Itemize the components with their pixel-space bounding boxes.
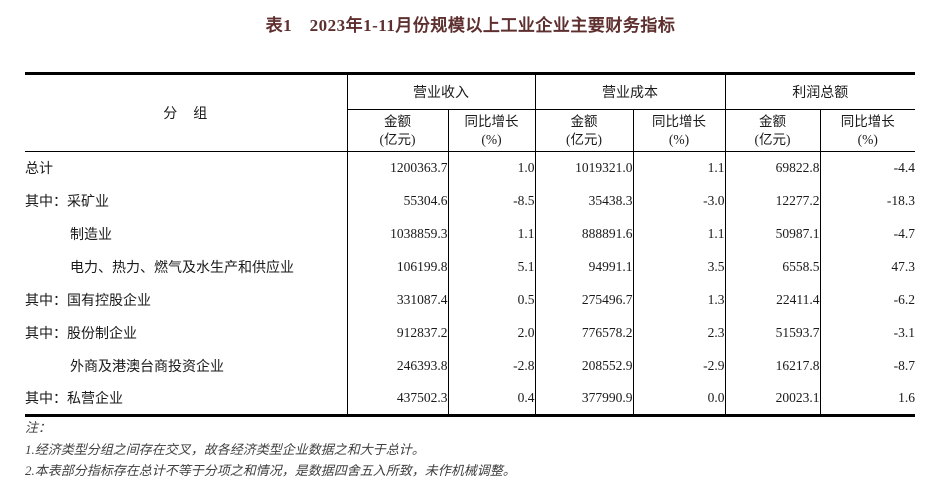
cost-growth-cell: -2.9 — [632, 349, 725, 383]
table-row: 总计 1200363.7 1.0 1019321.0 1.1 69822.8 -… — [25, 151, 915, 185]
subheader-growth-line2: (%) — [668, 131, 690, 147]
subheader-growth-line2: (%) — [481, 131, 502, 147]
financial-indicators-table: 分 组 营业收入 营业成本 利润总额 金额 (亿元) 同比增长 (%) 金额 (… — [25, 72, 915, 417]
header-row-subcolumns: 金额 (亿元) 同比增长 (%) 金额 (亿元) 同比增长 (%) 金额 (亿元… — [25, 109, 915, 152]
cost-amount-cell: 776578.2 — [534, 316, 633, 350]
notes-heading: 注： — [25, 420, 52, 435]
profit-growth-cell: 1.6 — [819, 382, 915, 416]
column-header-cost: 营业成本 — [534, 73, 725, 110]
revenue-amount-cell: 1200363.7 — [346, 151, 448, 185]
revenue-growth-cell: 0.4 — [447, 382, 535, 416]
subheader-cost-growth: 同比增长 (%) — [632, 109, 725, 152]
table-row: 其中：股份制企业 912837.2 2.0 776578.2 2.3 51593… — [25, 316, 915, 350]
table-row: 其中：国有控股企业 331087.4 0.5 275496.7 1.3 2241… — [25, 283, 915, 317]
cost-growth-cell: 1.3 — [632, 283, 725, 317]
revenue-amount-cell: 437502.3 — [346, 382, 448, 416]
subheader-amount-line2: (亿元) — [566, 131, 602, 147]
table-row: 其中：采矿业 55304.6 -8.5 35438.3 -3.0 12277.2… — [25, 184, 915, 218]
revenue-amount-cell: 331087.4 — [346, 283, 448, 317]
row-label: 其中：股份制企业 — [25, 327, 137, 342]
table-notes: 注： 1.经济类型分组之间存在交叉，故各经济类型企业数据之和大于总计。 2.本表… — [25, 417, 925, 482]
profit-amount-cell: 20023.1 — [724, 382, 820, 416]
table-row: 制造业 1038859.3 1.1 888891.6 1.1 50987.1 -… — [25, 217, 915, 251]
revenue-growth-cell: -8.5 — [447, 184, 535, 218]
subheader-amount-line1: 金额 — [759, 113, 786, 129]
revenue-amount-cell: 106199.8 — [346, 250, 448, 284]
subheader-amount-line1: 金额 — [570, 113, 598, 129]
cost-amount-cell: 275496.7 — [534, 283, 633, 317]
subheader-amount-line2: (亿元) — [754, 131, 791, 147]
profit-growth-cell: 47.3 — [819, 250, 915, 284]
cost-growth-cell: 2.3 — [632, 316, 725, 350]
subheader-growth-line2: (%) — [857, 131, 878, 147]
row-label: 总计 — [25, 162, 53, 178]
cost-amount-cell: 377990.9 — [534, 382, 633, 416]
cost-amount-cell: 208552.9 — [534, 349, 633, 383]
cost-growth-cell: 1.1 — [632, 217, 725, 251]
note-line: 2.本表部分指标存在总计不等于分项之和情况，是数据四舍五入所致，未作机械调整。 — [25, 463, 516, 478]
profit-amount-cell: 12277.2 — [724, 184, 820, 218]
profit-amount-cell: 16217.8 — [724, 349, 820, 383]
revenue-growth-cell: 1.1 — [447, 217, 535, 251]
cost-amount-cell: 35438.3 — [534, 184, 633, 218]
subheader-amount-line2: (亿元) — [379, 131, 416, 147]
column-header-group: 分 组 — [25, 73, 348, 152]
table-row: 其中：私营企业 437502.3 0.4 377990.9 0.0 20023.… — [25, 382, 915, 416]
row-label: 其中：采矿业 — [25, 195, 109, 210]
column-header-revenue: 营业收入 — [346, 73, 535, 110]
revenue-amount-cell: 55304.6 — [346, 184, 448, 218]
profit-growth-cell: -4.4 — [819, 151, 915, 185]
revenue-amount-cell: 1038859.3 — [346, 217, 448, 251]
subheader-revenue-growth: 同比增长 (%) — [447, 109, 535, 152]
profit-growth-cell: -6.2 — [819, 283, 915, 317]
profit-growth-cell: -4.7 — [819, 217, 915, 251]
revenue-amount-cell: 912837.2 — [346, 316, 448, 350]
header-row-groups: 分 组 营业收入 营业成本 利润总额 — [25, 73, 915, 152]
revenue-amount-cell: 246393.8 — [346, 349, 448, 383]
subheader-profit-growth: 同比增长 (%) — [819, 109, 915, 152]
profit-amount-cell: 50987.1 — [724, 217, 820, 251]
subheader-growth-line1: 同比增长 — [840, 113, 895, 129]
cost-growth-cell: 3.5 — [632, 250, 725, 284]
cost-amount-cell: 1019321.0 — [534, 151, 633, 185]
subheader-cost-amount: 金额 (亿元) — [534, 109, 633, 152]
row-label: 电力、热力、燃气及水生产和供应业 — [70, 261, 294, 276]
profit-growth-cell: -18.3 — [819, 184, 915, 218]
cost-growth-cell: 0.0 — [632, 382, 725, 416]
profit-amount-cell: 6558.5 — [724, 250, 820, 284]
row-label: 制造业 — [70, 228, 112, 243]
profit-amount-cell: 51593.7 — [724, 316, 820, 350]
table-row: 外商及港澳台商投资企业 246393.8 -2.8 208552.9 -2.9 … — [25, 349, 915, 383]
revenue-growth-cell: -2.8 — [447, 349, 535, 383]
subheader-amount-line1: 金额 — [384, 113, 411, 129]
cost-growth-cell: -3.0 — [632, 184, 725, 218]
row-label: 外商及港澳台商投资企业 — [70, 360, 224, 375]
profit-growth-cell: -8.7 — [819, 349, 915, 383]
cost-growth-cell: 1.1 — [632, 151, 725, 185]
cost-amount-cell: 94991.1 — [534, 250, 633, 284]
subheader-growth-line1: 同比增长 — [464, 113, 519, 129]
subheader-revenue-amount: 金额 (亿元) — [346, 109, 448, 152]
revenue-growth-cell: 1.0 — [447, 151, 535, 185]
cost-amount-cell: 888891.6 — [534, 217, 633, 251]
column-header-profit: 利润总额 — [724, 73, 915, 110]
profit-amount-cell: 69822.8 — [724, 151, 820, 185]
note-line: 1.经济类型分组之间存在交叉，故各经济类型企业数据之和大于总计。 — [25, 441, 425, 457]
row-label: 其中：私营企业 — [25, 392, 123, 408]
page-title: 表1 2023年1-11月份规模以上工业企业主要财务指标 — [265, 16, 676, 35]
revenue-growth-cell: 0.5 — [447, 283, 535, 317]
profit-amount-cell: 22411.4 — [724, 283, 820, 317]
revenue-growth-cell: 2.0 — [447, 316, 535, 350]
table-row: 电力、热力、燃气及水生产和供应业 106199.8 5.1 94991.1 3.… — [25, 250, 915, 284]
subheader-growth-line1: 同比增长 — [652, 113, 706, 129]
revenue-growth-cell: 5.1 — [447, 250, 535, 284]
subheader-profit-amount: 金额 (亿元) — [724, 109, 820, 152]
profit-growth-cell: -3.1 — [819, 316, 915, 350]
row-label: 其中：国有控股企业 — [25, 294, 151, 309]
